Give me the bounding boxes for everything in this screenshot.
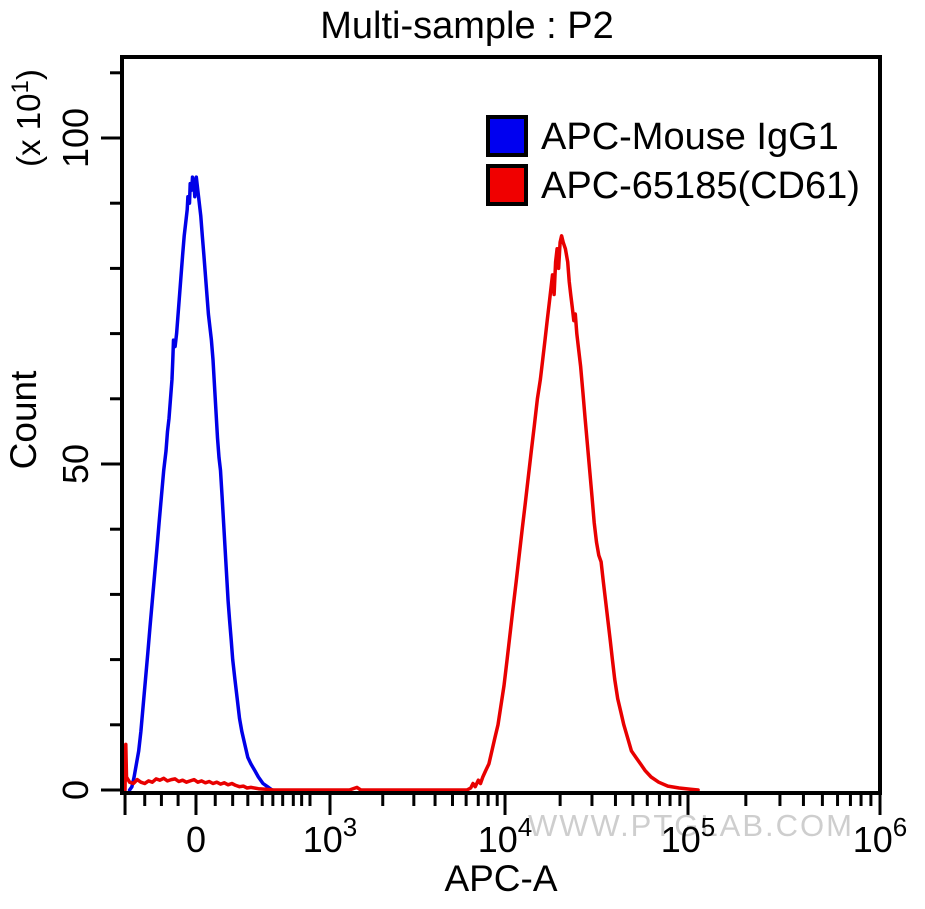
tick-labels-group: 0 103 104 105 106 0 50 100 — [55, 108, 907, 860]
histogram-curve-red — [123, 234, 700, 792]
y-axis-tick-label: 100 — [55, 108, 96, 168]
y-axis-label: Count — [3, 370, 44, 469]
y-axis-tick-label: 50 — [55, 444, 96, 484]
y-unit-label-group: (x 101) — [7, 69, 47, 167]
axis-ticks-group — [101, 71, 882, 815]
x-axis-tick-label: 104 — [478, 812, 533, 860]
x-axis-tick-label: 106 — [853, 812, 908, 860]
histogram-curve-blue — [127, 175, 274, 792]
x-axis-tick-label: 103 — [303, 812, 358, 860]
legend: APC-Mouse IgG1 APC-65185(CD61) — [486, 115, 860, 207]
chart-title: Multi-sample : P2 — [320, 5, 614, 47]
x-axis-label: APC-A — [444, 858, 557, 899]
x-axis-tick-label: 0 — [186, 819, 206, 860]
watermark-text: WWW.PTGLAB.COM — [528, 808, 854, 843]
legend-label-cd61: APC-65185(CD61) — [541, 165, 860, 207]
x-axis-tick-label: 105 — [661, 812, 716, 860]
series-group — [123, 175, 700, 792]
plot-frame — [120, 55, 882, 795]
y-axis-tick-label: 0 — [55, 780, 96, 800]
legend-label-igg1: APC-Mouse IgG1 — [541, 116, 839, 158]
y-axis-unit-label: (x 101) — [7, 69, 47, 167]
legend-swatch-blue — [486, 115, 528, 157]
legend-swatch-red — [486, 164, 528, 206]
